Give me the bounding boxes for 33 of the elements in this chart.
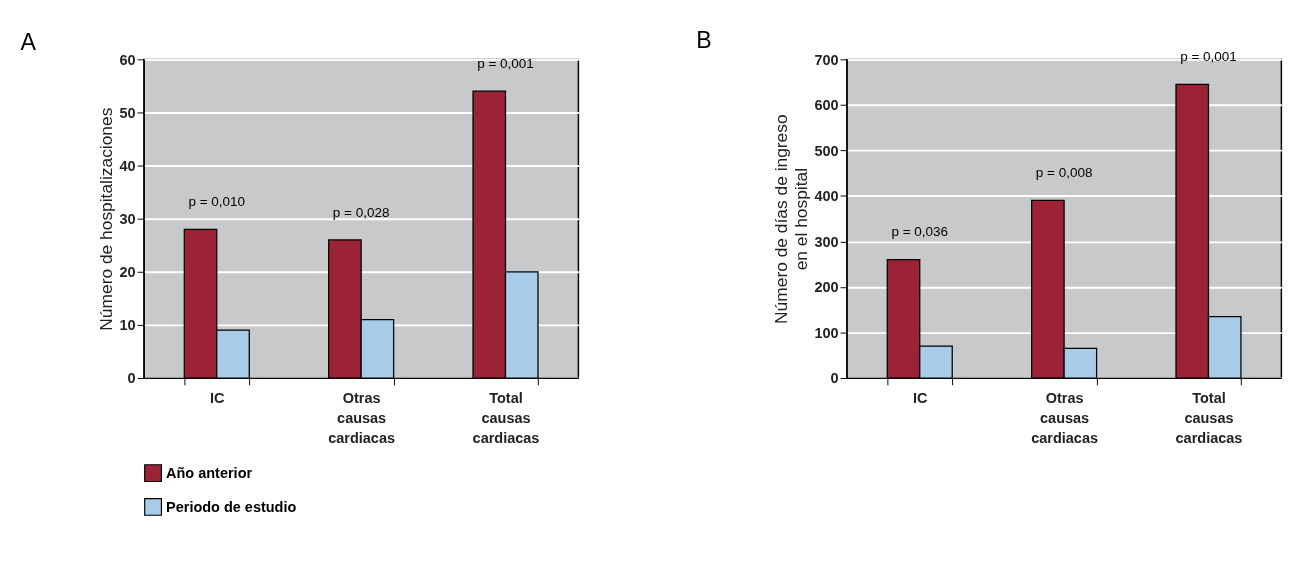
annotation: p = 0,036 xyxy=(891,224,949,240)
y-tick-label: 50 xyxy=(119,104,136,121)
annotation: p = 0,010 xyxy=(188,194,246,210)
y-tick-label: 300 xyxy=(814,233,839,250)
x-tick-label: Total causas cardiacas xyxy=(472,389,540,447)
y-tick-label: 600 xyxy=(814,97,839,114)
y-tick-label: 100 xyxy=(814,324,839,341)
legend-label: Año anterior xyxy=(166,464,253,481)
y-tick-label: 40 xyxy=(119,157,136,174)
chart-title: A xyxy=(20,28,37,55)
y-tick-label: 60 xyxy=(119,51,136,68)
x-tick-label: Total causas cardiacas xyxy=(1175,389,1243,447)
y-axis-title: Número de hospitalizaciones xyxy=(95,107,116,331)
y-tick-label: 0 xyxy=(830,370,839,387)
legend-label: Periodo de estudio xyxy=(166,498,297,515)
y-tick-label: 400 xyxy=(814,188,839,205)
chart-title: B xyxy=(696,26,712,53)
annotation: p = 0,008 xyxy=(1035,165,1093,181)
y-tick-label: 700 xyxy=(814,51,839,68)
annotation: p = 0,001 xyxy=(477,56,534,72)
x-tick-label: IC xyxy=(210,389,226,406)
x-tick-label: Otras causas cardiacas xyxy=(1031,389,1098,447)
y-tick-label: 200 xyxy=(814,279,839,296)
y-tick-label: 500 xyxy=(814,142,839,159)
annotation: p = 0,028 xyxy=(332,204,390,220)
y-axis-title: Número de días de ingreso en el hospital xyxy=(771,114,811,324)
y-tick-label: 30 xyxy=(119,211,136,227)
y-tick-label: 10 xyxy=(119,317,136,334)
x-tick-label: Otras causas cardiacas xyxy=(328,389,396,447)
x-tick-label: IC xyxy=(913,389,929,406)
annotation: p = 0,001 xyxy=(1180,49,1237,65)
y-tick-label: 0 xyxy=(127,370,136,387)
y-tick-label: 20 xyxy=(119,264,136,281)
